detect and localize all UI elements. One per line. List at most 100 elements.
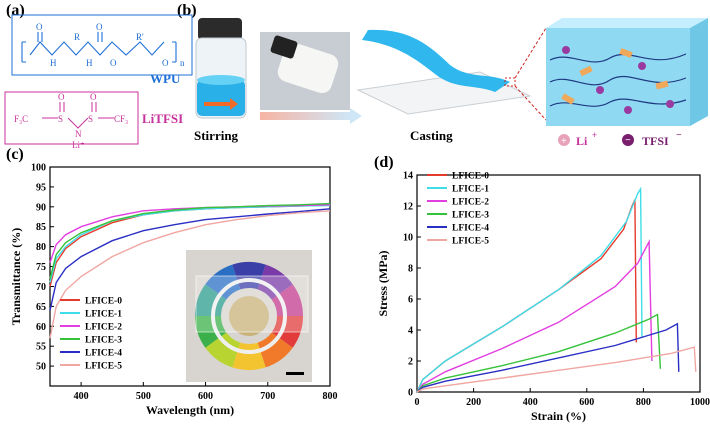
color-wheel-segment — [257, 332, 293, 368]
series-line-lfice-3 — [49, 202, 331, 279]
legend-label: LFICE-1 — [85, 310, 122, 320]
y-tick-label: 100 — [31, 163, 46, 174]
y-tick-label: 85 — [36, 222, 46, 233]
tfsi-label: TFSI — [642, 134, 669, 148]
wpu-nh-1: H — [50, 58, 57, 68]
series-line-lfice-5 — [416, 346, 697, 393]
series-line-lfice-2 — [416, 238, 653, 393]
y-tick-label: 80 — [36, 242, 46, 253]
wpu-box — [11, 14, 193, 76]
litfsi-o-right: O — [90, 92, 97, 102]
series-line-lfice-5 — [49, 210, 331, 339]
li-ion-symbol — [558, 134, 570, 146]
y-tick-label: 6 — [408, 295, 413, 306]
x-tick-label: 600 — [198, 391, 213, 402]
series-line-lfice-1 — [416, 186, 643, 393]
litfsi-structure — [42, 102, 114, 129]
series-line-lfice-4 — [49, 208, 331, 311]
x-tick-label: 800 — [323, 391, 338, 402]
color-wheel-segment — [257, 264, 293, 300]
litfsi-box — [4, 91, 139, 145]
x-tick-label: 1000 — [690, 397, 710, 408]
x-tick-label: 500 — [136, 391, 151, 402]
x-axis-label: Strain (%) — [531, 409, 586, 423]
legend-label: LFICE-0 — [85, 297, 122, 307]
flow-arrow-head-1 — [350, 108, 362, 124]
color-wheel-ring — [211, 278, 287, 354]
litfsi-cf3-left: F₃C — [14, 114, 28, 124]
y-tick-label: 0 — [408, 388, 413, 399]
vial-cap — [270, 35, 298, 59]
svg-text:−: − — [676, 130, 682, 141]
x-tick-label: 400 — [74, 391, 89, 402]
wpu-nh-2: H — [86, 58, 93, 68]
legend-label: LFICE-1 — [452, 185, 489, 195]
legend-label: LFICE-0 — [452, 172, 489, 182]
li-label: Li — [576, 134, 588, 148]
stress-strain-chart: 0 200 400 600 800 1000 0 2 4 6 8 10 12 14 Strain (%) St… — [376, 171, 710, 424]
legend-label: LFICE-2 — [452, 198, 489, 208]
y-axis-label: Stress (MPa) — [376, 250, 390, 316]
y-tick-label: 14 — [403, 171, 413, 182]
series-line-lfice-3 — [416, 313, 662, 393]
y-tick-label: 50 — [36, 362, 46, 373]
litfsi-li: Li⁺ — [72, 140, 85, 150]
svg-text:+: + — [561, 136, 567, 147]
chemical-structures: O O H R H O R' O n WPU F₃C S O N S O CF₃… — [4, 14, 193, 150]
y-tick-label: 95 — [36, 182, 46, 193]
x-tick-label: 700 — [260, 391, 275, 402]
x-tick-label: 0 — [415, 397, 420, 408]
legend-label: LFICE-3 — [452, 211, 489, 221]
litfsi-label: LiTFSI — [142, 111, 183, 126]
stirring-label: Stirring — [194, 128, 239, 143]
legend-label: LFICE-3 — [85, 336, 122, 346]
color-wheel-segment — [271, 284, 303, 316]
litfsi-cf3-right: CF₃ — [114, 114, 128, 124]
zoom-lines — [514, 27, 547, 121]
legend-label: LFICE-4 — [452, 224, 489, 234]
legend-label: LFICE-2 — [85, 323, 122, 333]
process-schematic: Stirring Casting + Li + − TFSI — [194, 18, 708, 148]
y-tick-label: 70 — [36, 282, 46, 293]
legend-label: LFICE-5 — [452, 237, 489, 247]
y-tick-label: 4 — [408, 326, 413, 337]
color-wheel-segment — [195, 284, 227, 316]
x-tick-label: 200 — [466, 397, 481, 408]
color-wheel-center — [229, 296, 269, 336]
legend-label: LFICE-4 — [85, 349, 122, 359]
membrane-zoom — [546, 18, 708, 126]
svg-text:−: − — [625, 135, 631, 146]
color-wheel-segment — [205, 264, 241, 300]
y-tick-label: 75 — [36, 262, 46, 273]
casting-illustration — [356, 29, 532, 115]
panel-label-d: (d) — [374, 154, 394, 171]
plot-frame — [416, 174, 701, 393]
x-axis-label: Wavelength (nm) — [146, 403, 234, 417]
litfsi-o-left: O — [58, 92, 65, 102]
wpu-carbonyl-o2: O — [96, 22, 103, 32]
series-line-lfice-1 — [49, 204, 331, 283]
x-tick-label: 600 — [579, 397, 594, 408]
y-tick-label: 90 — [36, 202, 46, 213]
transparent-film — [195, 275, 309, 333]
y-tick-label: 65 — [36, 302, 46, 313]
y-tick-label: 60 — [36, 322, 46, 333]
x-tick-label: 400 — [523, 397, 538, 408]
tfsi-ion-symbol — [622, 134, 634, 146]
wpu-ether-o: O — [162, 58, 169, 68]
svg-text:+: + — [592, 130, 597, 140]
stirring-bottle-illustration — [195, 18, 247, 119]
wpu-carbonyl-o: O — [36, 22, 43, 32]
y-tick-label: 2 — [408, 357, 413, 368]
casting-label: Casting — [410, 128, 453, 143]
wpu-r-prime: R' — [136, 32, 144, 42]
color-wheel-segment — [205, 332, 241, 368]
transmittance-chart: 400 500 600 700 800 50 55 60 65 70 75 80 85 90 95 100 Wa… — [9, 163, 338, 418]
legend-label: LFICE-5 — [85, 362, 122, 372]
series-line-lfice-4 — [416, 322, 680, 393]
litfsi-n: N — [75, 129, 82, 139]
wpu-label: WPU — [150, 71, 181, 86]
wpu-n-subscript: n — [180, 58, 185, 68]
y-tick-label: 55 — [36, 342, 46, 353]
wpu-r: R — [74, 32, 80, 42]
